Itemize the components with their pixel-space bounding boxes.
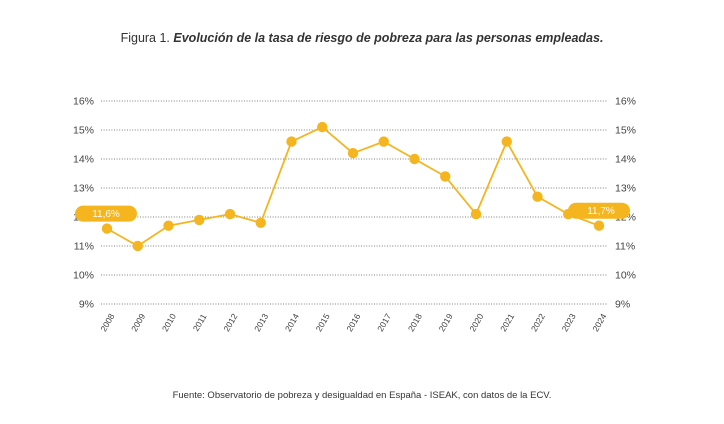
x-tick-label: 2013 xyxy=(252,312,270,334)
y-tick-label-right: 9% xyxy=(615,299,630,311)
y-tick-label-left: 15% xyxy=(73,125,94,137)
figure-number: Figura 1. xyxy=(120,31,174,45)
y-tick-label-left: 14% xyxy=(73,154,94,166)
x-tick-label: 2011 xyxy=(191,312,209,333)
data-point xyxy=(286,136,297,147)
data-point xyxy=(409,153,420,165)
y-tick-label-left: 9% xyxy=(79,299,94,311)
data-point xyxy=(163,220,174,231)
value-callout xyxy=(75,205,137,222)
data-point xyxy=(593,220,605,231)
y-tick-label-right: 16% xyxy=(615,96,636,108)
chart-title: Figura 1. Evolución de la tasa de riesgo… xyxy=(0,31,724,45)
data-point xyxy=(470,208,482,220)
data-point xyxy=(532,191,543,202)
figure-title: Evolución de la tasa de riesgo de pobrez… xyxy=(173,31,604,45)
data-point xyxy=(440,171,451,182)
y-tick-label-left: 10% xyxy=(73,270,94,282)
x-tick-label: 2024 xyxy=(590,312,608,334)
data-point xyxy=(101,223,113,234)
y-tick-label-left: 16% xyxy=(73,96,94,108)
x-tick-label: 2023 xyxy=(560,312,578,334)
y-tick-label-right: 10% xyxy=(615,270,636,282)
y-tick-label-right: 11% xyxy=(615,241,635,253)
data-point xyxy=(378,136,389,147)
value-callout-label: 11,6% xyxy=(92,209,120,220)
data-point xyxy=(224,208,236,220)
data-point xyxy=(194,214,205,226)
y-tick-label-right: 13% xyxy=(615,183,636,195)
x-tick-label: 2010 xyxy=(160,312,178,334)
source-note: Fuente: Observatorio de pobreza y desigu… xyxy=(172,390,552,401)
x-tick-label: 2022 xyxy=(529,312,547,334)
y-tick-label-right: 14% xyxy=(615,154,636,166)
x-tick-label: 2016 xyxy=(344,312,362,334)
x-tick-label: 2012 xyxy=(221,312,239,334)
x-tick-label: 2008 xyxy=(98,312,116,334)
y-tick-label-right: 15% xyxy=(615,125,636,137)
x-tick-label: 2019 xyxy=(437,312,455,334)
series-line xyxy=(106,126,600,247)
x-tick-label: 2021 xyxy=(498,312,516,334)
x-tick-label: 2018 xyxy=(406,312,424,334)
x-tick-label: 2017 xyxy=(375,312,393,334)
data-point xyxy=(501,136,512,147)
y-tick-label-left: 11% xyxy=(74,241,94,253)
x-tick-label: 2009 xyxy=(129,312,147,334)
value-callout-label: 11,7% xyxy=(587,206,615,217)
x-tick-label: 2020 xyxy=(467,312,485,334)
data-point xyxy=(347,148,359,159)
data-point xyxy=(132,240,143,252)
data-point xyxy=(317,121,328,133)
x-tick-label: 2014 xyxy=(283,312,301,334)
value-callout xyxy=(568,202,630,219)
data-point xyxy=(255,217,266,228)
x-tick-label: 2015 xyxy=(314,312,332,334)
y-tick-label-left: 13% xyxy=(73,183,94,195)
